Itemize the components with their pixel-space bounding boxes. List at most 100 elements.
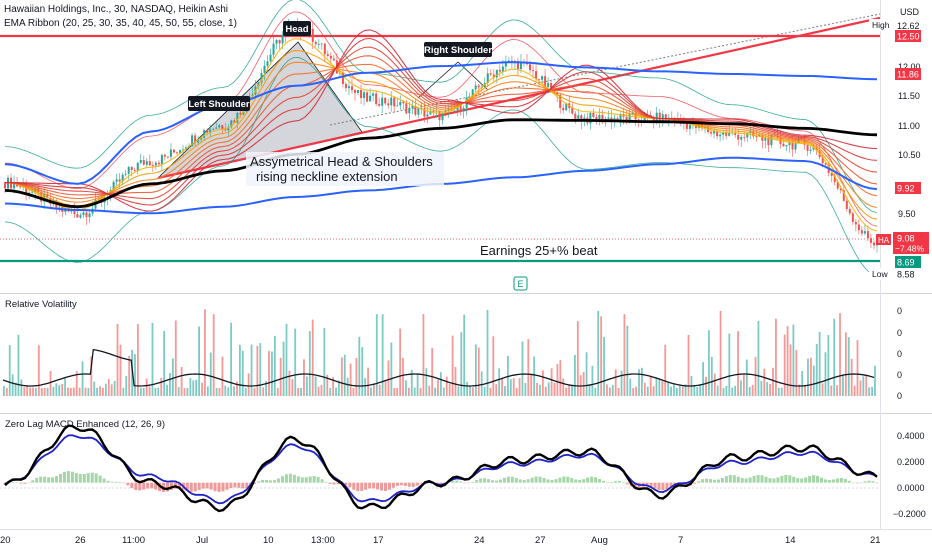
candle-body	[450, 108, 453, 112]
candle-body	[19, 186, 22, 188]
candle-body	[589, 112, 592, 124]
candle-body	[112, 181, 115, 190]
pattern-note-line1[interactable]: Assymetrical Head & Shoulders	[250, 154, 433, 169]
candle-body	[785, 145, 788, 147]
volatility-bar	[847, 337, 850, 396]
volatility-bar	[710, 356, 713, 396]
volatility-bar	[67, 387, 69, 396]
price-axis[interactable]: USD High 12.62 12.50 12.00 11.86 11.50 1…	[869, 7, 929, 280]
volatility-bar	[236, 381, 238, 396]
candle-body	[438, 110, 441, 121]
volatility-bar	[422, 314, 425, 396]
volatility-bar	[483, 387, 486, 396]
macd-histogram-bar	[407, 482, 411, 487]
macd-histogram-bar	[570, 478, 574, 483]
macd-histogram-bar	[816, 475, 820, 483]
candle-body	[743, 137, 746, 138]
candle-body	[860, 230, 863, 234]
macd-histogram-bar	[324, 481, 328, 483]
macd-axis[interactable]: Zero Lag MACD Enhanced (12, 26, 9) 0.400…	[5, 419, 926, 519]
macd-pane[interactable]	[0, 424, 880, 513]
candle-body	[236, 112, 239, 123]
volatility-bar	[201, 382, 203, 396]
volatility-bar	[195, 379, 198, 396]
volatility-axis[interactable]: Relative Volatility 0 0 0 0 0	[5, 299, 902, 401]
volatility-bar	[830, 385, 833, 396]
macd-histogram-bar	[23, 482, 27, 484]
head-label[interactable]: Head	[283, 21, 311, 36]
volatility-bar	[874, 365, 876, 396]
candle-body	[728, 132, 731, 136]
volatility-bar	[23, 387, 26, 396]
time-tick: 21	[870, 535, 881, 546]
time-tick: Aug	[591, 535, 608, 546]
ema-ribbon-legend[interactable]: EMA Ribbon (20, 25, 30, 35, 40, 45, 50, …	[4, 18, 237, 29]
volatility-pane[interactable]	[2, 309, 876, 396]
candle-body	[812, 147, 815, 150]
candle-body	[492, 74, 495, 78]
macd-histogram-bar	[855, 482, 859, 484]
candle-body	[734, 132, 737, 135]
earnings-icon[interactable]: E	[513, 276, 528, 291]
macd-histogram-bar	[320, 479, 324, 483]
candle-body	[758, 134, 761, 137]
macd-histogram-bar	[566, 476, 570, 483]
macd-histogram-bar	[800, 478, 804, 483]
volatility-bar	[518, 378, 521, 396]
volatility-bar	[844, 332, 847, 396]
candle-body	[619, 114, 622, 120]
svg-text:9.08: 9.08	[897, 234, 915, 244]
time-tick: 11:00	[122, 535, 145, 546]
volatility-bar	[705, 376, 707, 396]
macd-histogram-bar	[831, 479, 835, 483]
candle-body	[516, 60, 519, 70]
macd-histogram-bar	[356, 482, 360, 492]
earnings-note[interactable]: Earnings 25+% beat	[480, 243, 598, 258]
svg-text:High: High	[872, 20, 890, 30]
candle-body	[390, 97, 393, 106]
macd-histogram-bar	[633, 482, 637, 488]
volatility-bar	[125, 376, 128, 396]
price-pane[interactable]: Head Left Shoulder Right Shoulder Assyme…	[0, 0, 880, 291]
volatility-bar	[282, 341, 285, 396]
macd-histogram-bar	[395, 482, 399, 486]
symbol-title[interactable]: Hawaiian Holdings, Inc., 30, NASDAQ, Hei…	[4, 4, 228, 15]
candle-body	[830, 172, 833, 176]
volatility-bar	[463, 314, 466, 396]
macd-histogram-bar	[237, 482, 241, 488]
svg-text:12.62: 12.62	[897, 21, 920, 31]
left-shoulder-label[interactable]: Left Shoulder	[188, 96, 250, 111]
candle-body	[384, 97, 387, 104]
candle-body	[58, 206, 61, 208]
candle-body	[381, 97, 384, 106]
macd-histogram-bar	[506, 476, 510, 483]
macd-histogram-bar	[709, 479, 713, 483]
candle-body	[601, 115, 604, 123]
candle-body	[420, 107, 423, 109]
volatility-bar	[410, 369, 413, 396]
candle-body	[387, 103, 390, 106]
right-shoulder-label[interactable]: Right Shoulder	[424, 42, 492, 57]
volatility-bar	[273, 336, 276, 396]
time-axis[interactable]: 20 26 11:00 Jul 10 13:00 17 24 27 Aug 7 …	[0, 535, 881, 546]
volatility-bar	[70, 387, 72, 396]
price-tick-11: 11.00	[898, 121, 920, 131]
macd-histogram-bar	[510, 476, 514, 483]
volatility-bar	[250, 344, 253, 396]
volatility-bar	[495, 384, 498, 396]
volatility-bar	[285, 323, 288, 396]
macd-histogram-bar	[368, 482, 372, 489]
volatility-bar	[521, 341, 524, 396]
volatility-bar	[393, 388, 396, 396]
pattern-note-line2[interactable]: rising neckline extension	[256, 169, 398, 184]
volatility-bar	[308, 331, 311, 396]
volatility-bar	[568, 384, 570, 396]
volatility-bar	[434, 387, 436, 396]
volatility-bar	[107, 378, 110, 396]
ema-ribbon-line	[4, 63, 878, 200]
volatility-bar	[629, 378, 632, 396]
macd-histogram-bar	[823, 479, 827, 483]
macd-histogram-bar	[399, 482, 403, 486]
candle-body	[227, 127, 230, 131]
